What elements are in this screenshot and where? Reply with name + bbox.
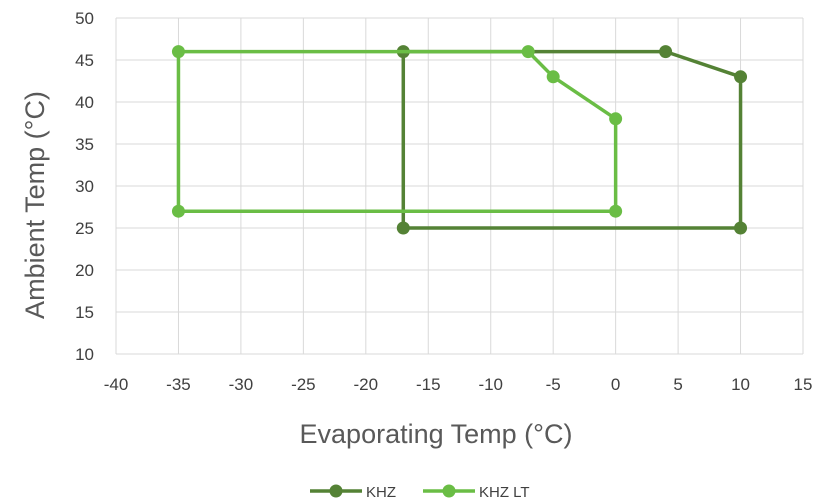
- legend-label: KHZ LT: [479, 484, 530, 501]
- legend-item: KHZ LT: [423, 484, 530, 501]
- legend-label: KHZ: [366, 484, 396, 501]
- x-tick-label: 0: [611, 375, 620, 394]
- series-2: [171, 45, 623, 218]
- y-tick-label: 25: [75, 219, 94, 238]
- y-axis-title: Ambient Temp (°C): [20, 91, 50, 319]
- x-tick-label: 15: [794, 375, 813, 394]
- x-tick-label: -35: [166, 375, 191, 394]
- axes: -40 -35 -30 -25 -20 -15 -10 -5 0 5 10 15 10 15 20 25 30 3…: [75, 9, 812, 394]
- legend-marker: [329, 484, 343, 498]
- x-tick-label: -25: [291, 375, 316, 394]
- y-tick-label: 20: [75, 261, 94, 280]
- data-point: [659, 45, 673, 59]
- x-axis-title: Evaporating Temp (°C): [300, 419, 573, 449]
- data-point: [171, 45, 185, 59]
- x-tick-label: -5: [546, 375, 561, 394]
- x-tick-label: 5: [673, 375, 682, 394]
- data-point: [521, 45, 535, 59]
- data-point: [609, 112, 623, 126]
- data-point: [609, 204, 623, 218]
- y-tick-label: 40: [75, 93, 94, 112]
- x-tick-label: 10: [731, 375, 750, 394]
- data-point: [546, 70, 560, 84]
- y-tick-label: 10: [75, 345, 94, 364]
- legend: KHZ KHZ LT: [310, 484, 530, 501]
- series-1: [396, 45, 748, 235]
- series-line: [401, 49, 743, 230]
- x-tick-label: -15: [416, 375, 441, 394]
- legend-item: KHZ: [310, 484, 396, 501]
- data-point: [171, 204, 185, 218]
- data-point: [396, 221, 410, 235]
- y-tick-label: 50: [75, 9, 94, 28]
- x-tick-label: -30: [229, 375, 254, 394]
- x-tick-label: -20: [354, 375, 379, 394]
- y-tick-label: 15: [75, 303, 94, 322]
- grid: [115, 17, 804, 355]
- data-point: [734, 70, 748, 84]
- series-layer: [171, 45, 748, 235]
- data-point: [734, 221, 748, 235]
- y-tick-label: 30: [75, 177, 94, 196]
- legend-marker: [442, 484, 456, 498]
- y-tick-label: 35: [75, 135, 94, 154]
- x-tick-label: -40: [104, 375, 129, 394]
- y-tick-label: 45: [75, 51, 94, 70]
- x-tick-label: -10: [478, 375, 503, 394]
